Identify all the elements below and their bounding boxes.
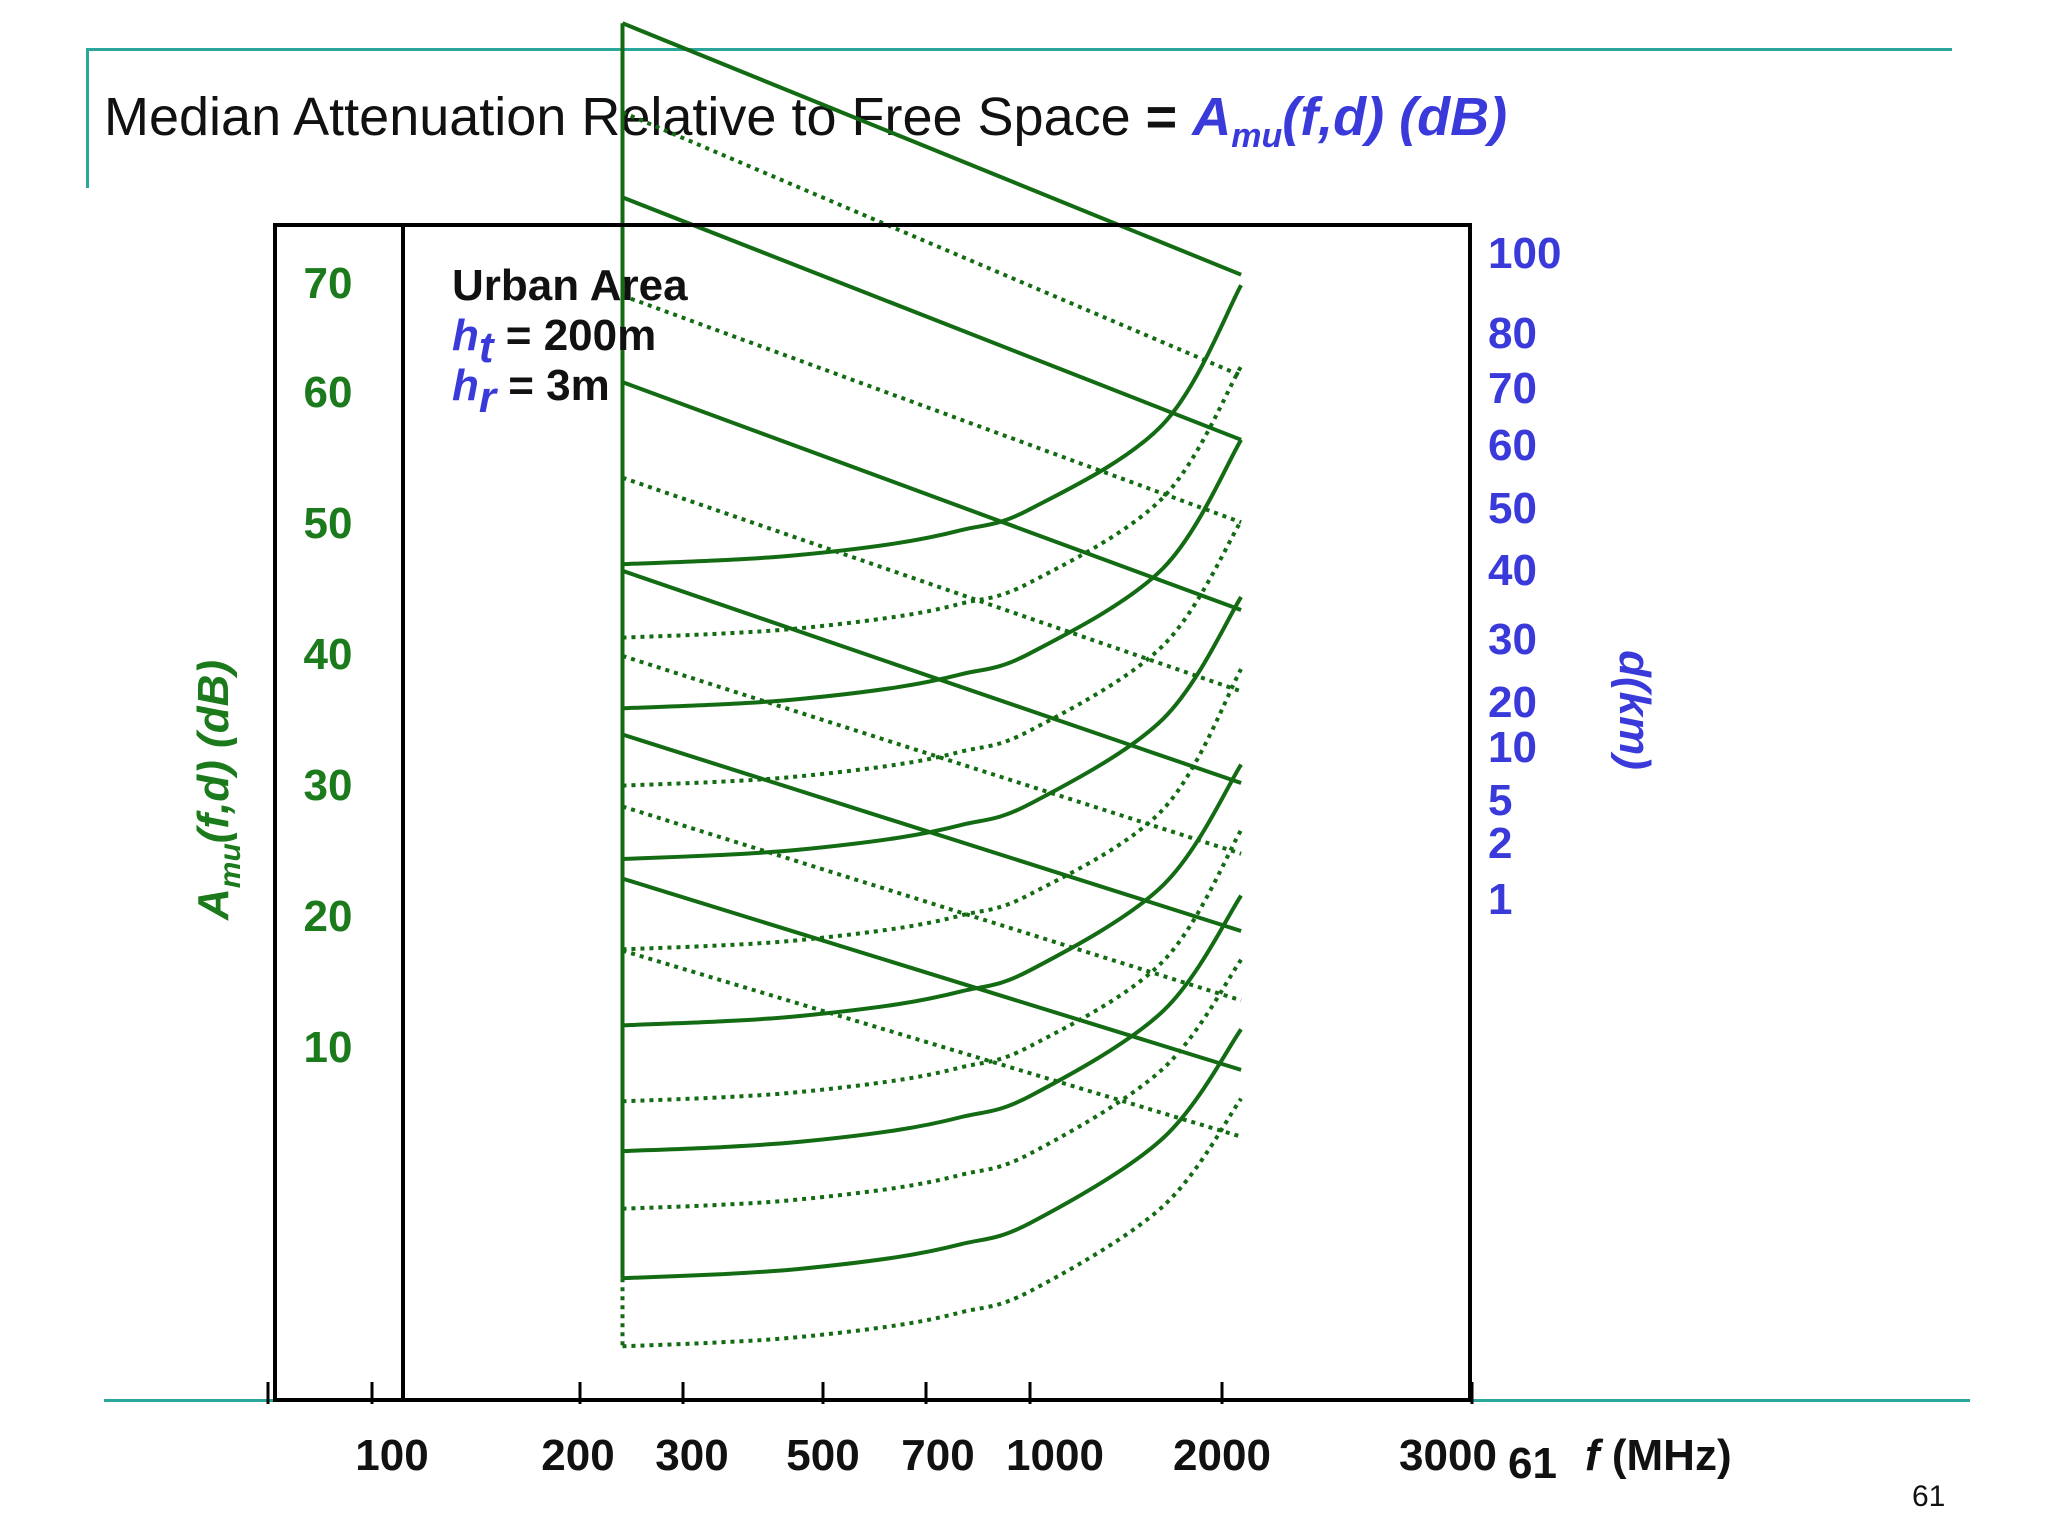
curve-group	[620, 21, 1243, 1349]
y-tick-label: 50	[304, 499, 353, 548]
x-axis-label: f (MHz)	[1585, 1431, 1732, 1480]
falling-line-dotted	[621, 475, 1242, 694]
rising-curve-solid	[622, 438, 1243, 711]
falling-line-dotted	[621, 293, 1242, 525]
title-suffix: (f,d) (dB)	[1282, 87, 1508, 147]
annotation-ht-symbol: h	[452, 311, 479, 360]
y-axis-label-suffix: (f,d) (dB)	[189, 660, 238, 843]
x-axis-label-unit: (MHz)	[1600, 1431, 1732, 1480]
title-prefix: Median Attenuation Relative to Free Spac…	[104, 87, 1131, 147]
falling-line-solid	[621, 732, 1242, 933]
x-tick-label: 500	[786, 1431, 859, 1480]
x-tick-label: 1000	[1006, 1431, 1104, 1480]
annotation-hr-symbol: h	[452, 361, 479, 410]
title-equals: =	[1145, 87, 1178, 147]
rising-curve-solid	[622, 1028, 1243, 1281]
y-tick-label: 20	[304, 892, 353, 941]
d-tick-label: 30	[1488, 615, 1537, 664]
d-tick-label: 50	[1488, 484, 1537, 533]
d-tick-label: 100	[1488, 229, 1561, 278]
x-tick-label: 100	[355, 1431, 428, 1480]
left-accent-line	[86, 48, 89, 188]
y-tick-label: 30	[304, 761, 353, 810]
annotation-ht: ht = 200m	[452, 311, 656, 372]
x-axis-label-symbol: f	[1585, 1431, 1604, 1480]
top-accent-line	[86, 48, 1952, 51]
y-tick-labels: 70 60 50 40 30 20 10	[304, 259, 353, 1072]
annotation-box: Urban Area ht = 200m hr = 3m	[452, 261, 688, 422]
annotation-ht-subscript: t	[479, 323, 496, 372]
rising-curve-dotted	[622, 958, 1243, 1211]
slide-title: Median Attenuation Relative to Free Spac…	[104, 90, 1507, 153]
plot-frame	[273, 223, 1472, 1402]
d-tick-label: 10	[1488, 723, 1537, 772]
x-tick-label: 200	[541, 1431, 614, 1480]
y-tick-label: 60	[304, 368, 353, 417]
falling-line-solid	[621, 21, 1242, 277]
slide-number: 61	[1912, 1480, 1946, 1513]
d-tick-label: 5	[1488, 776, 1512, 825]
y-axis-label-subscript: mu	[214, 843, 247, 888]
rising-curve-solid	[622, 763, 1243, 1028]
annotation-hr-value: = 3m	[496, 361, 610, 410]
falling-line-dotted	[621, 804, 1242, 1003]
y-tick-label: 70	[304, 259, 353, 308]
d-tick-label: 40	[1488, 546, 1537, 595]
y-axis-label: Amu(f,d) (dB)	[189, 660, 247, 921]
x-tick-labels: 100 200 300 500 700 1000 2000 3000	[355, 1431, 1497, 1480]
title-subscript: mu	[1231, 117, 1283, 155]
d-axis-label: d(km)	[1610, 650, 1659, 770]
rising-curve-solid	[622, 284, 1243, 567]
falling-line-dotted	[621, 948, 1242, 1139]
x-tick-label: 2000	[1173, 1431, 1271, 1480]
annotation-hr: hr = 3m	[452, 361, 610, 422]
falling-line-solid	[621, 568, 1242, 785]
falling-line-dotted	[621, 110, 1242, 378]
overlay-page-number: 61	[1508, 1439, 1557, 1488]
annotation-hr-subscript: r	[479, 373, 499, 422]
falling-line-solid	[621, 380, 1242, 612]
d-tick-label: 70	[1488, 364, 1537, 413]
x-tick-label: 700	[901, 1431, 974, 1480]
rising-curve-dotted	[622, 1097, 1243, 1349]
d-tick-label: 2	[1488, 819, 1512, 868]
annotation-area: Urban Area	[452, 261, 688, 310]
falling-line-solid	[621, 195, 1242, 442]
d-tick-label: 80	[1488, 309, 1537, 358]
rising-curve-solid	[622, 894, 1243, 1154]
rising-curve-dotted	[622, 365, 1243, 640]
annotation-ht-value: = 200m	[494, 311, 657, 360]
d-tick-label: 1	[1488, 875, 1512, 924]
d-tick-label: 20	[1488, 678, 1537, 727]
y-tick-label: 10	[304, 1023, 353, 1072]
rising-curve-solid	[622, 595, 1243, 861]
x-tick-label: 3000	[1399, 1431, 1497, 1480]
falling-line-solid	[621, 876, 1242, 1072]
d-tick-label: 60	[1488, 421, 1537, 470]
title-formula: Amu(f,d) (dB)	[1192, 87, 1508, 153]
rising-curve-dotted	[622, 829, 1243, 1104]
x-tick-label: 300	[655, 1431, 728, 1480]
y-axis-label-symbol: A	[189, 888, 238, 921]
y-tick-label: 40	[304, 630, 353, 679]
d-tick-labels: 100 80 70 60 50 40 30 20 10 5 2 1	[1488, 229, 1561, 924]
x-tick-marks	[266, 1382, 1474, 1404]
falling-line-dotted	[621, 653, 1242, 856]
title-symbol: A	[1192, 87, 1232, 147]
